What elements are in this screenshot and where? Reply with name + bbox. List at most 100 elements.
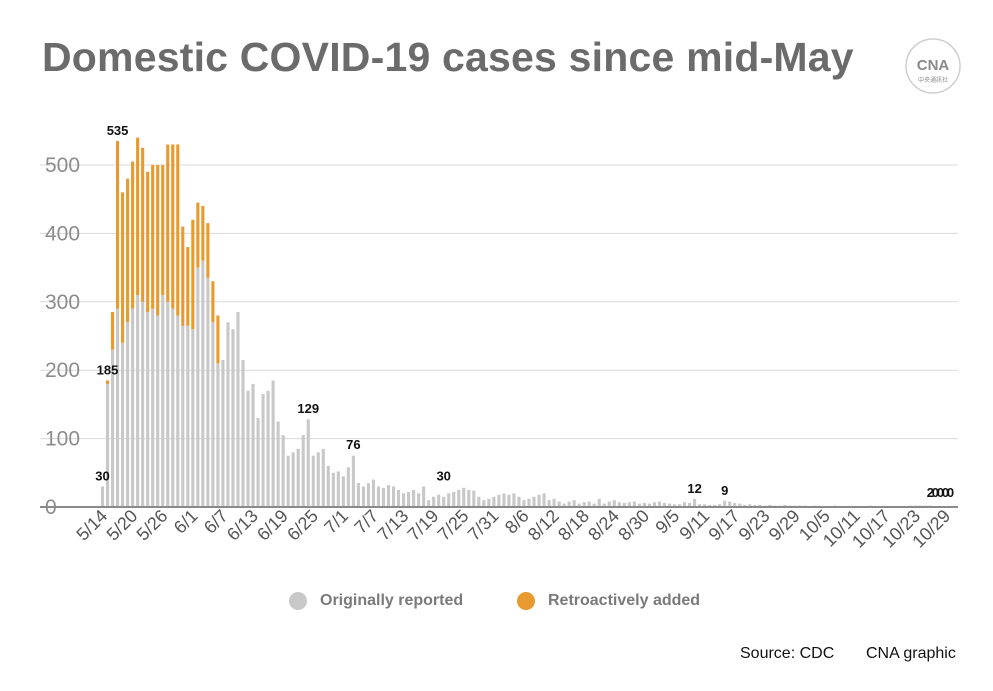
bar-original (196, 267, 200, 507)
bar-retroactive (206, 223, 210, 278)
x-tick-label: 8/30 (614, 506, 653, 545)
bar-original (502, 493, 506, 507)
bar-original (417, 493, 421, 507)
data-label: 2 (927, 485, 934, 500)
bar-original (201, 260, 205, 507)
source-text: Source: CDC (740, 645, 835, 662)
credit-text: CNA graphic (866, 645, 956, 662)
bar-original (331, 472, 335, 507)
bar-original (356, 483, 360, 507)
x-tick-label: 9/11 (675, 506, 713, 544)
bar-original (768, 504, 772, 507)
y-tick-label: 300 (45, 291, 80, 314)
bar-original (557, 501, 561, 507)
bar-original (612, 500, 616, 507)
bar-retroactive (181, 226, 185, 326)
bar-original (472, 490, 476, 507)
bar-original (231, 329, 235, 507)
x-tick-label: 8/18 (554, 506, 593, 545)
bar-original (753, 504, 757, 507)
bar-retroactive (105, 380, 110, 384)
bar-original (723, 500, 727, 507)
bar-original (733, 502, 737, 507)
bar-retroactive (161, 165, 165, 295)
bar-retroactive (201, 206, 205, 261)
bar-original (632, 501, 636, 507)
x-tick-label: 7/31 (464, 506, 503, 545)
y-tick-label: 200 (45, 359, 80, 382)
bar-original (622, 502, 626, 507)
bar-original (492, 496, 496, 507)
bar-original (412, 489, 416, 507)
bar-original (582, 502, 586, 507)
bar-original (376, 486, 381, 507)
data-label: 0 (932, 485, 939, 500)
bar-original (542, 493, 546, 507)
bar-original (221, 359, 225, 507)
bar-original (146, 312, 150, 507)
bar-original (587, 501, 591, 507)
chart-title: Domestic COVID-19 cases since mid-May (42, 34, 854, 80)
bar-retroactive (146, 171, 150, 313)
bar-original (271, 380, 275, 507)
bar-original (110, 349, 115, 507)
bar-original (351, 455, 355, 507)
bar-original (662, 502, 667, 507)
bar-original (572, 500, 576, 507)
x-tick-label: 6/19 (253, 506, 292, 545)
bar-original (552, 498, 556, 507)
bar-original (100, 486, 105, 507)
x-tick-label: 5/14 (72, 506, 111, 545)
x-tick-label: 7/25 (434, 506, 473, 545)
bar-original (266, 390, 270, 507)
bar-original (577, 503, 581, 507)
bar-original (251, 383, 255, 507)
bar-retroactive (136, 137, 140, 295)
bar-original (698, 504, 702, 507)
bar-original (437, 494, 441, 507)
legend-item-retroactive: Retroactively added (517, 592, 700, 610)
bar-original (522, 500, 526, 507)
bar-original (743, 504, 747, 507)
bar-original (407, 491, 411, 507)
x-axis-ticks: 5/145/205/266/16/76/136/196/257/17/77/13… (72, 506, 954, 552)
y-tick-label: 500 (45, 154, 80, 177)
bar-retroactive (151, 165, 155, 309)
bar-original (402, 493, 406, 507)
x-tick-label: 5/20 (103, 506, 142, 545)
legend-item-original: Originally reported (289, 592, 463, 610)
y-tick-label: 400 (45, 222, 80, 245)
bar-original (171, 308, 175, 507)
x-tick-label: 7/13 (373, 506, 412, 545)
bar-original (592, 503, 596, 507)
bar-original (422, 486, 426, 507)
bar-original (507, 494, 511, 507)
x-tick-label: 7/19 (404, 506, 443, 545)
bar-original (126, 322, 130, 507)
data-label: 129 (297, 401, 319, 416)
bar-original (627, 502, 631, 507)
x-tick-label: 9/29 (765, 506, 804, 545)
bar-original (738, 503, 742, 507)
bar-retroactive (131, 161, 135, 309)
bar-original (326, 465, 330, 507)
bar-original (713, 504, 717, 507)
data-label: 30 (436, 468, 450, 483)
x-tick-label: 9/17 (705, 506, 744, 545)
bar-original (361, 486, 365, 507)
bar-original (131, 308, 135, 507)
bar-original (457, 489, 461, 507)
bar-original (677, 504, 682, 507)
bar-retroactive (121, 192, 125, 343)
bar-original (617, 502, 621, 507)
x-tick-label: 6/1 (170, 506, 202, 538)
bar-original (637, 503, 641, 507)
bar-original (462, 487, 466, 507)
bar-original (532, 496, 536, 507)
bar-original (311, 455, 315, 507)
bars (100, 137, 932, 507)
y-axis-ticks: 0100200300400500 (45, 154, 80, 519)
bar-original (216, 363, 220, 507)
bar-original (186, 325, 190, 507)
bar-retroactive (141, 147, 145, 302)
